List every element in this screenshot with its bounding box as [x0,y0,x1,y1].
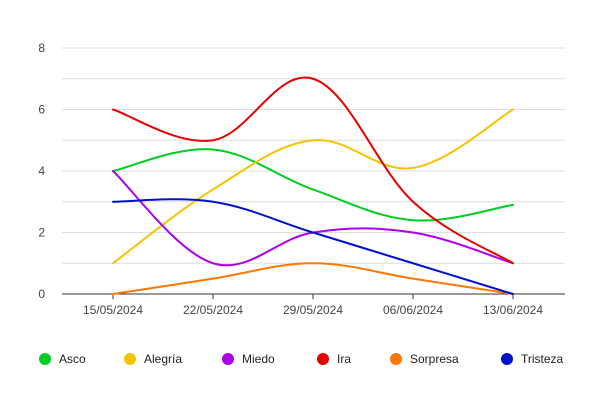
legend-item-asco[interactable]: Asco [39,352,86,366]
legend-item-tristeza[interactable]: Tristeza [501,352,564,366]
legend-label: Sorpresa [410,352,459,366]
x-tick-label: 22/05/2024 [183,303,243,317]
x-tick-label: 15/05/2024 [83,303,143,317]
x-tick-label: 13/06/2024 [483,303,543,317]
legend-item-sorpresa[interactable]: Sorpresa [390,352,459,366]
y-tick-label: 0 [38,287,45,301]
legend-label: Alegría [144,352,182,366]
legend-marker [222,353,234,365]
y-tick-label: 2 [38,226,45,240]
series-line-tristeza [112,198,514,295]
y-tick-label: 4 [38,164,45,178]
legend-label: Miedo [242,352,275,366]
series-lines [112,76,514,295]
legend-label: Asco [59,352,86,366]
legend-marker [124,353,136,365]
series-line-sorpresa [112,262,514,295]
x-tick-label: 29/05/2024 [283,303,343,317]
legend-marker [317,353,329,365]
x-tick-label: 06/06/2024 [383,303,443,317]
legend-marker [39,353,51,365]
legend-item-miedo[interactable]: Miedo [222,352,275,366]
legend-label: Tristeza [521,352,564,366]
series-line-asco [112,148,514,222]
legend-item-alegria[interactable]: Alegría [124,352,182,366]
legend-marker [501,353,513,365]
y-tick-label: 6 [38,103,45,117]
y-tick-label: 8 [38,41,45,55]
legend-label: Ira [337,352,351,366]
axes: 0 2 4 6 8 15/05/2024 22/05/2024 29/05/2024 06/06… [38,41,565,317]
legend-marker [390,353,402,365]
legend[interactable]: Asco Alegría Miedo Ira Sorpresa Tristeza [39,352,564,366]
legend-item-ira[interactable]: Ira [317,352,351,366]
series-line-alegria [112,108,514,265]
series-line-ira [112,76,514,265]
gridlines [62,47,565,264]
